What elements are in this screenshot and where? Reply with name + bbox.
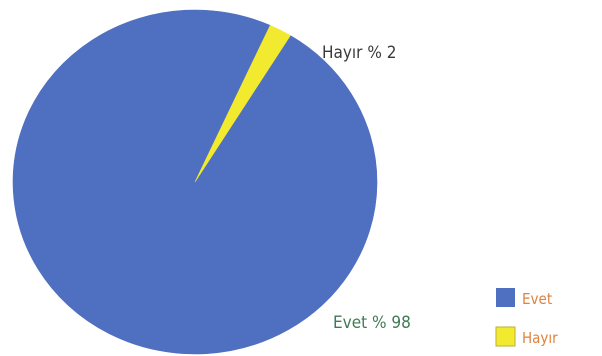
legend: Evet Hayır [495, 288, 558, 347]
slice-label-hayir: Hayır % 2 [322, 43, 396, 63]
pie-slice-hayir [194, 24, 291, 183]
slice-label-evet: Evet % 98 [333, 313, 411, 333]
slice-labels: Hayır % 2 Evet % 98 [322, 43, 411, 333]
legend-label-evet: Evet [522, 290, 552, 308]
legend-swatch-hayir [495, 326, 516, 347]
legend-swatch-evet [496, 288, 515, 307]
legend-label-hayir: Hayır [522, 329, 558, 347]
pie-slices [12, 9, 378, 355]
